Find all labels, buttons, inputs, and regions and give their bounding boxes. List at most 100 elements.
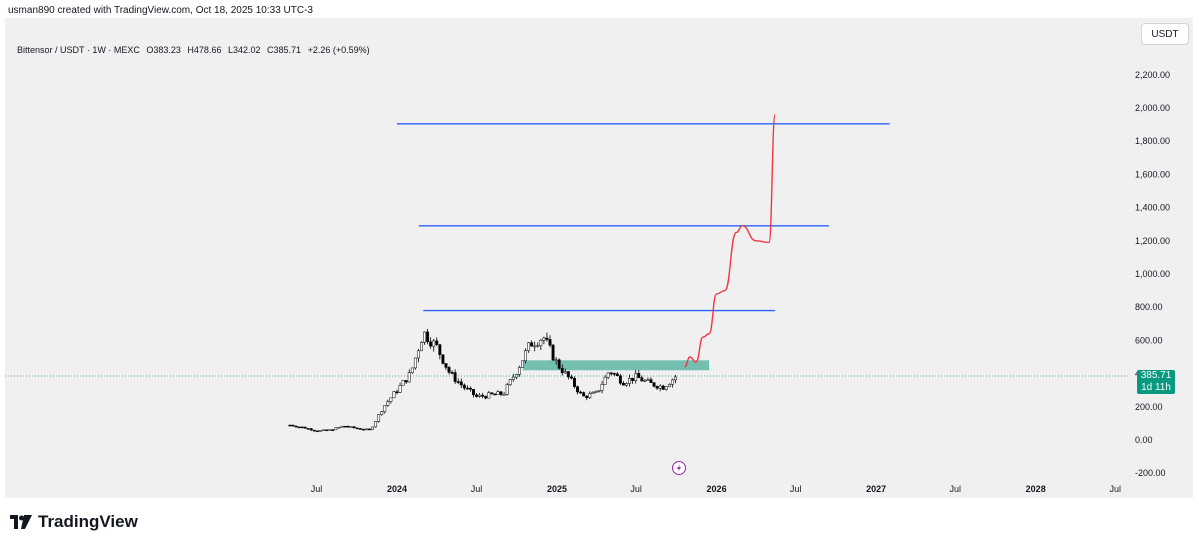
candle-body	[303, 426, 307, 429]
candle-body	[447, 367, 451, 373]
current-price-label: 385.71	[1140, 370, 1172, 381]
symbol-legend: Bittensor / USDT · 1W · MEXC O383.23 H47…	[17, 45, 374, 55]
candle-body	[505, 384, 509, 395]
candle-body	[319, 430, 322, 432]
candle-body	[459, 381, 463, 386]
x-tick-label: 2027	[866, 484, 886, 494]
close-value: C385.71	[267, 45, 302, 55]
support-zone	[522, 360, 710, 371]
candle-body	[371, 426, 374, 430]
y-tick-label: 600.00	[1135, 335, 1163, 345]
candle-body	[346, 425, 350, 428]
candle-body	[410, 367, 414, 373]
current-price-badge: 385.71 1d 11h	[1137, 370, 1175, 394]
candle-body	[450, 372, 454, 374]
candle-body	[612, 373, 616, 375]
candle-body	[502, 394, 506, 396]
candle-body	[328, 429, 332, 431]
candle-body	[551, 344, 555, 361]
candle-body	[315, 430, 319, 433]
x-tick-label: Jul	[1109, 484, 1121, 494]
candle-body	[429, 341, 433, 347]
candle-body	[576, 386, 579, 393]
candle-body	[468, 387, 472, 390]
candle-body	[432, 340, 436, 347]
candle-body	[533, 345, 537, 348]
candle-body	[465, 387, 469, 390]
candle-body	[331, 429, 335, 431]
open-value: O383.23	[146, 45, 181, 55]
candle-body	[615, 373, 619, 377]
candle-body	[588, 393, 592, 399]
candle-body	[582, 392, 586, 397]
candle-body	[521, 360, 524, 368]
candle-body	[591, 392, 595, 395]
candle-body	[407, 372, 411, 383]
candle-body	[416, 350, 420, 359]
candle-body	[441, 354, 445, 364]
x-tick-label: 2024	[387, 484, 407, 494]
y-tick-label: 2,200.00	[1135, 70, 1170, 80]
candle-body	[444, 363, 448, 368]
candle-body	[398, 385, 402, 393]
candle-body	[499, 391, 503, 395]
projection-path	[684, 113, 776, 368]
candle-body	[670, 379, 674, 385]
candle-body	[606, 372, 610, 378]
candle-body	[438, 344, 442, 355]
y-tick-label: 0.00	[1135, 435, 1153, 445]
y-tick-label: -200.00	[1135, 468, 1166, 478]
candle-body	[377, 414, 381, 422]
x-tick-label: Jul	[471, 484, 483, 494]
candle-body	[661, 385, 665, 390]
candle-body	[453, 372, 457, 382]
low-value: L342.02	[227, 45, 261, 55]
y-tick-label: 1,800.00	[1135, 136, 1170, 146]
candle-body	[297, 426, 301, 429]
candle-body	[524, 350, 527, 362]
change-value: +2.26 (+0.59%)	[307, 45, 370, 55]
candle-body	[573, 377, 576, 387]
candle-body	[496, 391, 500, 395]
y-tick-label: 1,200.00	[1135, 236, 1170, 246]
candle-body	[548, 339, 552, 346]
tradingview-logo: TradingView	[10, 512, 138, 532]
candle-body	[420, 342, 423, 352]
tradingview-logo-icon	[10, 515, 32, 529]
attribution-text: usman890 created with TradingView.com, O…	[8, 5, 313, 16]
x-tick-label: Jul	[790, 484, 802, 494]
candle-body	[334, 427, 338, 431]
candle-body	[337, 426, 341, 429]
candle-body	[481, 394, 485, 397]
candle-body	[358, 428, 362, 430]
candle-body	[637, 373, 641, 378]
candle-body	[631, 377, 635, 381]
x-tick-label: 2028	[1026, 484, 1046, 494]
candle-body	[530, 342, 534, 347]
candle-body	[536, 345, 540, 347]
candle-body	[472, 389, 475, 396]
candle-body	[557, 359, 561, 369]
candle-body	[600, 384, 604, 391]
candle-body	[462, 384, 466, 389]
candle-body	[652, 382, 656, 387]
candle-body	[640, 377, 644, 382]
candle-body	[554, 359, 558, 362]
y-tick-label: 800.00	[1135, 302, 1163, 312]
candle-body	[493, 393, 497, 396]
candle-body	[569, 376, 573, 379]
candle-body	[667, 384, 671, 387]
candle-body	[563, 371, 567, 374]
candle-body	[426, 331, 430, 343]
x-tick-label: 2025	[547, 484, 567, 494]
high-value: H478.66	[187, 45, 222, 55]
candle-body	[609, 372, 613, 375]
y-tick-label: 200.00	[1135, 402, 1163, 412]
candle-body	[355, 427, 359, 430]
x-tick-label: Jul	[630, 484, 642, 494]
candle-body	[664, 386, 668, 390]
candle-body	[628, 377, 632, 384]
currency-button[interactable]: USDT	[1141, 23, 1189, 45]
price-chart[interactable]: -200.000.00200.00400.00600.00800.001,000…	[5, 18, 1193, 498]
chart-area[interactable]: -200.000.00200.00400.00600.00800.001,000…	[5, 18, 1193, 498]
